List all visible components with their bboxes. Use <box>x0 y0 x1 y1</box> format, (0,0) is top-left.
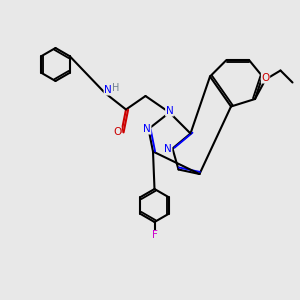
Text: O: O <box>113 127 121 137</box>
Text: N: N <box>164 143 172 154</box>
Text: O: O <box>261 73 270 83</box>
Text: F: F <box>152 230 158 241</box>
Text: H: H <box>112 82 119 93</box>
Text: N: N <box>104 85 112 95</box>
Text: N: N <box>166 106 173 116</box>
Text: N: N <box>143 124 151 134</box>
